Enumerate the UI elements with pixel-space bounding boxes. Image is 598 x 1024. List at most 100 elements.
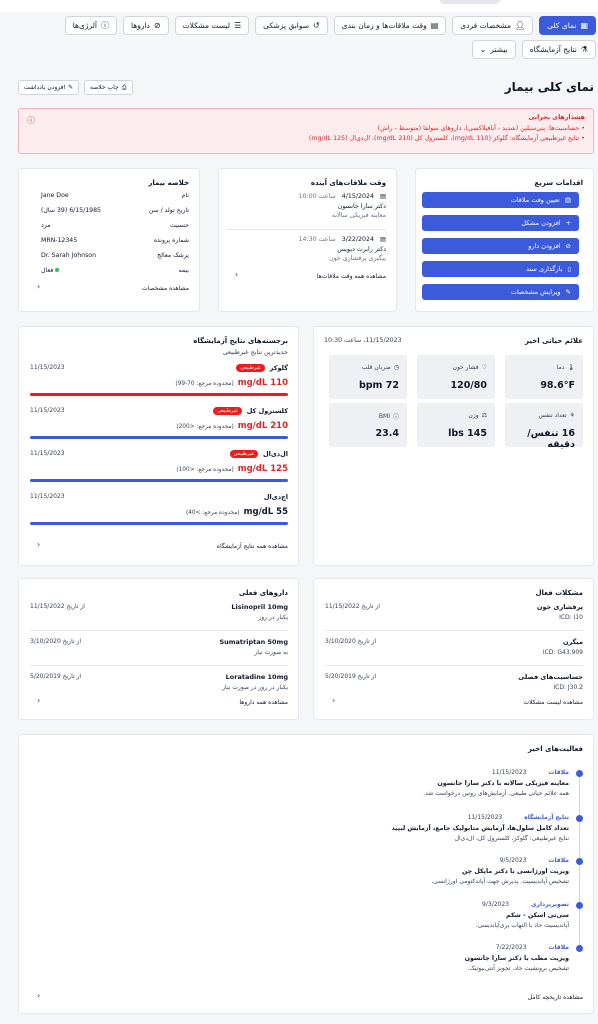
timeline-dot xyxy=(576,858,583,865)
add-medication-button[interactable]: ⊘ افزودن دارو xyxy=(422,238,579,254)
calendar-icon: ▤ xyxy=(430,21,439,30)
medications-card: داروهای فعلی Lisinopril 10mg از تاریخ 11/… xyxy=(18,578,299,720)
problems-title: مشکلات فعال xyxy=(535,589,583,597)
edit-icon: ✎ xyxy=(565,288,571,296)
tab-labs[interactable]: ⚗ نتایج آزمایشگاه xyxy=(521,39,596,59)
lab-bar xyxy=(30,479,288,482)
top-indicator xyxy=(440,0,500,4)
tab-history[interactable]: ↺ سوابق پزشکی xyxy=(255,16,328,35)
lungs-icon: ⚘ xyxy=(569,412,575,419)
recent-activity-card: فعالیت‌های اخیر ملاقات 11/15/2023 معاینه … xyxy=(18,734,594,1014)
vital-heart-rate: ◷ ضربان قلب 72 bpm xyxy=(329,355,407,399)
calendar-icon: ▤ xyxy=(380,236,386,243)
tab-demographics[interactable]: 👤︎ مشخصات فردی xyxy=(452,16,534,35)
summary-row-mrn: شماره پرونده MRN-12345 xyxy=(41,237,189,244)
view-all-labs-link[interactable]: مشاهده همه نتایج آزمایشگاه xyxy=(216,543,288,550)
quick-actions-card: اقدامات سریع ▤ تعیین وقت ملاقات + افزودن م… xyxy=(415,168,594,312)
summary-row-insurance: بیمه فعال xyxy=(41,267,189,274)
warning-icon: ⓘ xyxy=(27,116,35,125)
page-title: نمای کلی بیمار xyxy=(504,80,594,94)
summary-row-dob: تاریخ تولد / سن 6/15/1985 (39 سال) xyxy=(41,207,189,214)
tab-appointments[interactable]: ▤ وقت ملاقات‌ها و زمان بندی xyxy=(333,16,447,35)
alert-allergies: • حساسیت‌ها: پنی‌سیلین (شدید - آنافیلاکس… xyxy=(377,125,585,132)
plus-icon: + xyxy=(565,219,571,227)
edit-profile-button[interactable]: ✎ ویرایش مشخصات xyxy=(422,284,579,300)
alert-labs: • نتایج غیرطبیعی آزمایشگاه: گلوکز (110 m… xyxy=(308,135,585,142)
chevron-down-icon: ⌄ xyxy=(479,44,487,54)
lab-bar xyxy=(30,522,288,525)
tab-overview[interactable]: ▦ نمای کلی xyxy=(539,16,596,35)
tab-allergies[interactable]: ⓘ آلرژی‌ها xyxy=(64,16,117,35)
calendar-icon: ▤ xyxy=(380,193,386,200)
history-icon: ↺ xyxy=(313,21,320,30)
user-icon: 👤︎ xyxy=(515,21,526,30)
upload-document-button[interactable]: ▯ بارگذاری سند xyxy=(422,261,579,277)
tab-medications[interactable]: ⊘ داروها xyxy=(122,16,169,35)
view-problem-list-link[interactable]: مشاهده لیست مشکلات xyxy=(523,699,583,706)
view-full-history-link[interactable]: مشاهده تاریخچه کامل xyxy=(527,994,583,1001)
labs-subtitle: جدیدترین نتایج غیرطبیعی xyxy=(222,349,288,356)
vital-respiration: ⚘ تعداد تنفس 16 تنفس/دقیقه xyxy=(505,403,583,450)
top-strip xyxy=(0,0,598,12)
lab-bar xyxy=(30,393,288,396)
chevron-left-icon[interactable]: ‹ xyxy=(37,991,41,1000)
timeline-line xyxy=(579,777,580,819)
chevron-left-icon[interactable]: ‹ xyxy=(37,282,41,291)
medications-title: داروهای فعلی xyxy=(238,589,288,597)
appointment-item[interactable]: ▤ 4/15/2024 ساعت 10:00 دکتر سارا جانسون مع… xyxy=(298,193,386,219)
page-header: نمای کلی بیمار ⎙ چاپ خلاصه ✎ افزودن یادداش… xyxy=(18,78,594,98)
add-note-button[interactable]: ✎ افزودن یادداشت xyxy=(18,80,80,95)
tab-more[interactable]: بیشتر ⌄ xyxy=(471,39,516,59)
chevron-left-icon[interactable]: ‹ xyxy=(37,696,41,705)
divider xyxy=(30,630,288,631)
labs-card: برجسته‌های نتایج آزمایشگاه جدیدترین نتای… xyxy=(18,326,299,566)
chevron-left-icon[interactable]: ‹ xyxy=(235,270,239,279)
summary-row-physician: پزشک معالج Dr. Sarah Johnson xyxy=(41,252,189,259)
vital-blood-pressure: ♡ فشار خون 120/80 xyxy=(417,355,495,399)
appointments-card: وقت ملاقات‌های آینده ▤ 4/15/2024 ساعت 10:0… xyxy=(218,168,397,312)
schedule-appointment-button[interactable]: ▤ تعیین وقت ملاقات xyxy=(422,192,579,208)
flask-icon: ⚗ xyxy=(580,44,588,54)
status-badge: غیرطبیعی xyxy=(229,450,258,458)
tab-problems[interactable]: ☰ لیست مشکلات xyxy=(174,16,250,35)
printer-icon: ⎙ xyxy=(121,83,127,91)
chevron-left-icon[interactable]: ‹ xyxy=(332,696,336,705)
file-icon: ▯ xyxy=(567,265,571,273)
calendar-icon: ▤ xyxy=(564,196,571,204)
labs-title: برجسته‌های نتایج آزمایشگاه xyxy=(193,337,288,345)
vitals-title: علائم حیاتی اخیر xyxy=(525,337,583,345)
lab-bar xyxy=(30,436,288,439)
view-all-medications-link[interactable]: مشاهده همه داروها xyxy=(239,699,288,706)
status-badge: غیرطبیعی xyxy=(236,364,265,372)
appointment-item[interactable]: ▤ 3/22/2024 ساعت 14:30 دکتر رابرت دیویس پی… xyxy=(298,236,386,262)
timeline-dot xyxy=(576,770,583,777)
info-icon: ⓘ xyxy=(392,414,399,421)
view-profile-link[interactable]: مشاهده مشخصات xyxy=(142,285,189,292)
pill-icon: ⊘ xyxy=(153,21,161,30)
problems-card: مشکلات فعال پرفشاری خون از تاریخ 11/15/20… xyxy=(313,578,594,720)
timeline-line xyxy=(579,909,580,951)
heart-icon: ♡ xyxy=(481,364,487,371)
vital-bmi: ⓘ BMI 23.4 xyxy=(329,403,407,447)
appointments-title: وقت ملاقات‌های آینده xyxy=(310,179,386,187)
divider xyxy=(325,630,583,631)
add-problem-button[interactable]: + افزودن مشکل xyxy=(422,215,579,231)
summary-row-name: نام Jane Doe xyxy=(41,192,189,199)
quick-actions-title: اقدامات سریع xyxy=(534,179,583,187)
print-summary-button[interactable]: ⎙ چاپ خلاصه xyxy=(84,80,133,95)
scale-icon: ⚖ xyxy=(481,412,487,419)
chevron-left-icon[interactable]: ‹ xyxy=(37,540,41,549)
critical-alerts: هشدارهای بحرانی • حساسیت‌ها: پنی‌سیلین (… xyxy=(18,108,594,154)
grid-icon: ▦ xyxy=(580,21,588,30)
vital-temperature: 🌡︎ دما 98.6°F xyxy=(505,355,583,399)
summary-title: خلاصه بیمار xyxy=(148,179,189,187)
patient-summary-card: خلاصه بیمار نام Jane Doe تاریخ تولد / سن 6… xyxy=(18,168,200,312)
status-badge: غیرطبیعی xyxy=(213,407,242,415)
view-all-appointments-link[interactable]: مشاهده همه وقت ملاقات‌ها xyxy=(316,273,386,280)
pill-icon: ⊘ xyxy=(565,242,571,250)
divider xyxy=(325,665,583,666)
divider xyxy=(30,665,288,666)
summary-row-gender: جنسیت مرد xyxy=(41,222,189,229)
tab-bar: ▦ نمای کلی 👤︎ مشخصات فردی ▤ وقت ملاقات‌ها و… xyxy=(50,16,598,60)
clock-icon: ◷ xyxy=(393,364,399,371)
